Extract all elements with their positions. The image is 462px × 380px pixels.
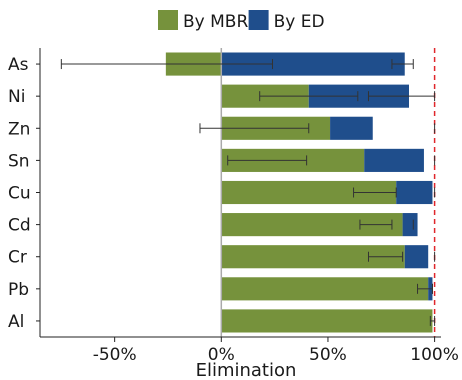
bar-Cr-s1 [404, 245, 429, 269]
legend-swatch-1 [248, 10, 269, 30]
x-axis-label: Elimination [196, 360, 297, 380]
x-tick-label-2: 50% [309, 345, 347, 365]
bar-Pb-s0 [221, 277, 429, 301]
bar-Al-s0 [221, 309, 433, 333]
category-label-Cd: Cd [8, 216, 31, 236]
x-tick-label-1: 0% [208, 345, 235, 365]
error-bars [60, 59, 436, 326]
category-label-As: As [8, 55, 29, 75]
category-label-Sn: Sn [8, 151, 30, 171]
bar-Cd-s0 [221, 213, 403, 237]
bar-Cd-s1 [402, 213, 418, 237]
bar-Cr-s0 [221, 245, 405, 269]
category-label-Cu: Cu [8, 184, 31, 204]
category-label-Al: Al [8, 312, 24, 332]
legend-label-0: By MBR [183, 12, 248, 32]
category-label-Zn: Zn [8, 119, 30, 139]
x-tick-label-3: 100% [410, 345, 459, 365]
category-label-Cr: Cr [8, 248, 27, 268]
category-label-Pb: Pb [8, 280, 29, 300]
legend: By MBR By ED [158, 10, 325, 32]
bar-Cu-s0 [221, 180, 397, 205]
bar-Ni-s1 [308, 84, 410, 108]
bar-Zn-s1 [330, 116, 373, 140]
axes [36, 48, 441, 342]
legend-swatch-0 [158, 10, 178, 30]
bar-Sn-s1 [364, 148, 424, 172]
legend-label-1: By ED [274, 12, 325, 32]
bar-Cu-s1 [396, 180, 433, 205]
bar-As-s1 [221, 52, 405, 76]
axis-labels: As Ni Zn Sn Cu Cd Cr Pb Al -50% 0% 50% 100% Eliminati… [8, 55, 459, 380]
x-tick-label-0: -50% [93, 345, 137, 365]
bars [165, 52, 433, 333]
category-label-Ni: Ni [8, 87, 25, 107]
